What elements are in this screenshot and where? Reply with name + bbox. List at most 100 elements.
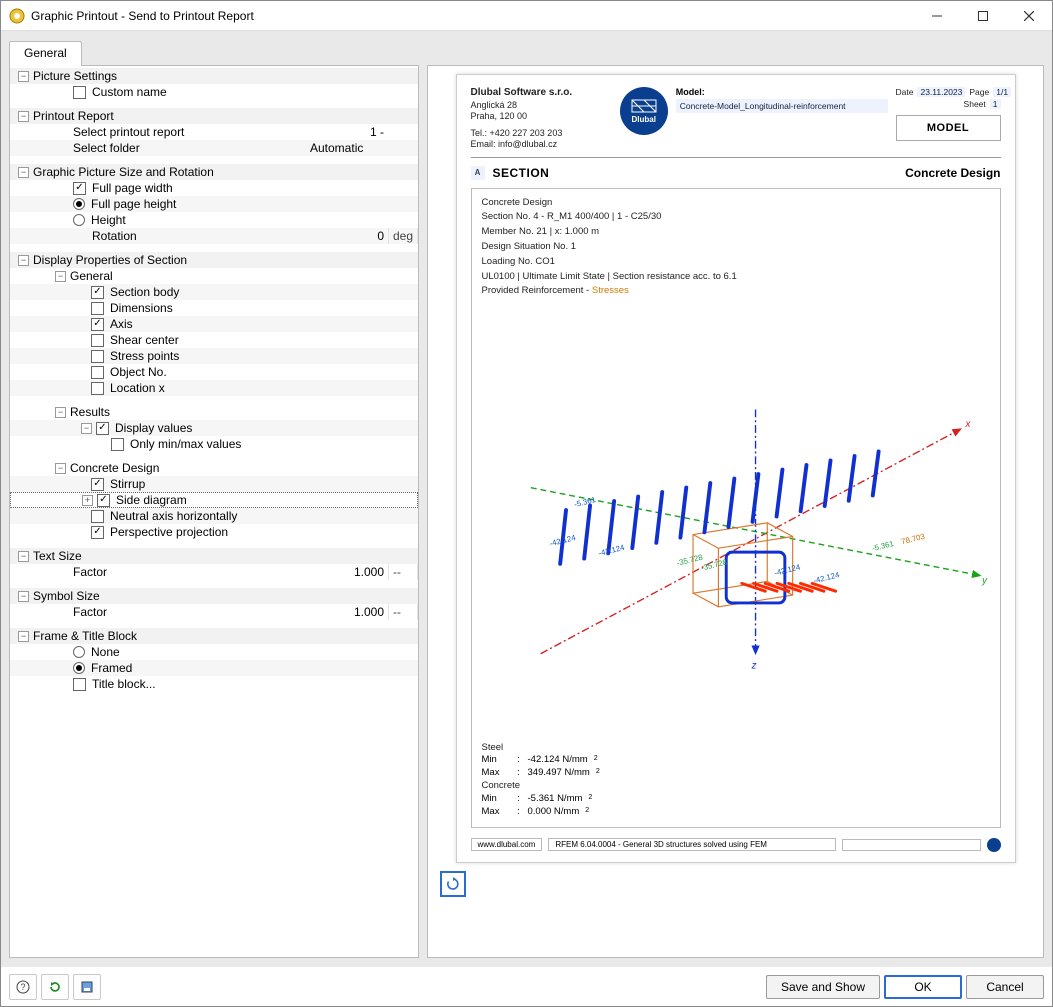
reset-button[interactable]: [41, 974, 69, 1000]
close-button[interactable]: [1006, 1, 1052, 31]
option-section-body[interactable]: Section body: [10, 284, 418, 300]
option-select-folder[interactable]: Select folder Automatic: [10, 140, 418, 156]
section-heading: A SECTION Concrete Design: [471, 166, 1001, 180]
result-values: Steel Min:-42.124 N/mm2 Max:349.497 N/mm…: [482, 742, 990, 819]
checkbox[interactable]: [91, 302, 104, 315]
company-block: Dlubal Software s.r.o. Anglická 28 Praha…: [471, 87, 612, 151]
svg-text:y: y: [981, 576, 988, 587]
svg-text:?: ?: [20, 982, 25, 992]
help-button[interactable]: ?: [9, 974, 37, 1000]
meta-stresses: Provided Reinforcement - Stresses: [482, 285, 990, 298]
option-full-page-width[interactable]: Full page width: [10, 180, 418, 196]
cancel-button[interactable]: Cancel: [966, 975, 1044, 999]
checkbox[interactable]: [91, 334, 104, 347]
svg-text:-42.124: -42.124: [597, 543, 625, 558]
option-shear-center[interactable]: Shear center: [10, 332, 418, 348]
option-location-x[interactable]: Location x: [10, 380, 418, 396]
checkbox[interactable]: [91, 286, 104, 299]
radio[interactable]: [73, 646, 85, 658]
checkbox[interactable]: [97, 494, 110, 507]
app-icon: [9, 8, 25, 24]
option-dimensions[interactable]: Dimensions: [10, 300, 418, 316]
subgroup-results[interactable]: − Results: [10, 404, 418, 420]
dialog-window: Graphic Printout - Send to Printout Repo…: [0, 0, 1053, 1007]
dlubal-logo: Dlubal: [620, 87, 668, 135]
minimize-button[interactable]: [914, 1, 960, 31]
option-frame-framed[interactable]: Framed: [10, 660, 418, 676]
option-text-factor[interactable]: Factor1.000--: [10, 564, 418, 580]
checkbox[interactable]: [91, 318, 104, 331]
section-frame: Concrete Design Section No. 4 - R_M1 400…: [471, 188, 1001, 828]
svg-text:x: x: [964, 419, 971, 430]
checkbox[interactable]: [91, 350, 104, 363]
option-axis[interactable]: Axis: [10, 316, 418, 332]
checkbox[interactable]: [91, 382, 104, 395]
refresh-button[interactable]: [440, 871, 466, 897]
checkbox[interactable]: [111, 438, 124, 451]
radio-full-height[interactable]: [73, 198, 85, 210]
dlubal-logo-small: [987, 838, 1001, 852]
checkbox[interactable]: [91, 366, 104, 379]
option-full-page-height[interactable]: Full page height: [10, 196, 418, 212]
option-side-diagram[interactable]: +Side diagram: [10, 492, 418, 508]
model-block: Model: Concrete-Model_Longitudinal-reinf…: [676, 87, 888, 151]
option-title-block[interactable]: Title block...: [10, 676, 418, 692]
preview-panel: Dlubal Software s.r.o. Anglická 28 Praha…: [427, 65, 1044, 958]
save-default-button[interactable]: [73, 974, 101, 1000]
svg-text:-5.361: -5.361: [573, 495, 597, 509]
checkbox[interactable]: [91, 478, 104, 491]
svg-text:-42.124: -42.124: [812, 570, 840, 585]
group-title: Printout Report: [33, 108, 310, 124]
tabstrip: General: [1, 31, 1052, 65]
svg-text:-35.728: -35.728: [700, 558, 728, 573]
option-only-min-max[interactable]: Only min/max values: [10, 436, 418, 452]
checkbox[interactable]: [91, 510, 104, 523]
options-panel: − Picture Settings Custom name − Printou…: [9, 65, 419, 958]
titlebar: Graphic Printout - Send to Printout Repo…: [1, 1, 1052, 31]
option-perspective[interactable]: Perspective projection: [10, 524, 418, 540]
tab-general[interactable]: General: [9, 41, 82, 66]
save-and-show-button[interactable]: Save and Show: [766, 975, 880, 999]
option-custom-name[interactable]: Custom name: [10, 84, 418, 100]
meta-block: Date23.11.2023Page1/1 Sheet1 MODEL: [896, 87, 1001, 151]
option-display-values[interactable]: −Display values: [10, 420, 418, 436]
group-frame[interactable]: −Frame & Title Block: [10, 628, 418, 644]
client-area: General − Picture Settings Custom name: [1, 31, 1052, 1006]
group-printout-report[interactable]: − Printout Report: [10, 108, 418, 124]
preview-page: Dlubal Software s.r.o. Anglická 28 Praha…: [456, 74, 1016, 863]
group-picture-settings[interactable]: − Picture Settings: [10, 68, 418, 84]
subgroup-concrete-design[interactable]: − Concrete Design: [10, 460, 418, 476]
maximize-button[interactable]: [960, 1, 1006, 31]
section-diagram: x y z -5.361 -42.124 -42.124 -35.728-35.728 -42…: [482, 320, 990, 733]
checkbox-full-width[interactable]: [73, 182, 86, 195]
group-text-size[interactable]: −Text Size: [10, 548, 418, 564]
option-object-no[interactable]: Object No.: [10, 364, 418, 380]
group-title: Picture Settings: [33, 68, 310, 84]
group-size-rotation[interactable]: − Graphic Picture Size and Rotation: [10, 164, 418, 180]
option-stress-points[interactable]: Stress points: [10, 348, 418, 364]
content-area: − Picture Settings Custom name − Printou…: [1, 65, 1052, 966]
option-frame-none[interactable]: None: [10, 644, 418, 660]
radio[interactable]: [73, 662, 85, 674]
option-neutral-axis[interactable]: Neutral axis horizontally: [10, 508, 418, 524]
ok-button[interactable]: OK: [884, 975, 962, 999]
checkbox[interactable]: [73, 678, 86, 691]
option-symbol-factor[interactable]: Factor1.000--: [10, 604, 418, 620]
svg-text:z: z: [750, 661, 756, 672]
group-symbol-size[interactable]: −Symbol Size: [10, 588, 418, 604]
page-header: Dlubal Software s.r.o. Anglická 28 Praha…: [471, 87, 1001, 158]
svg-text:-35.728: -35.728: [675, 553, 703, 568]
radio-height[interactable]: [73, 214, 85, 226]
checkbox[interactable]: [96, 422, 109, 435]
checkbox[interactable]: [91, 526, 104, 539]
option-height[interactable]: Height: [10, 212, 418, 228]
option-select-report[interactable]: Select printout report 1 -: [10, 124, 418, 140]
subgroup-general[interactable]: − General: [10, 268, 418, 284]
svg-text:-42.124: -42.124: [773, 562, 801, 577]
checkbox-custom-name[interactable]: [73, 86, 86, 99]
bottom-toolbar: ? Save and Show OK Cancel: [1, 966, 1052, 1006]
option-rotation[interactable]: Rotation 0 deg: [10, 228, 418, 244]
window-title: Graphic Printout - Send to Printout Repo…: [31, 9, 914, 23]
group-display-props[interactable]: − Display Properties of Section: [10, 252, 418, 268]
option-stirrup[interactable]: Stirrup: [10, 476, 418, 492]
